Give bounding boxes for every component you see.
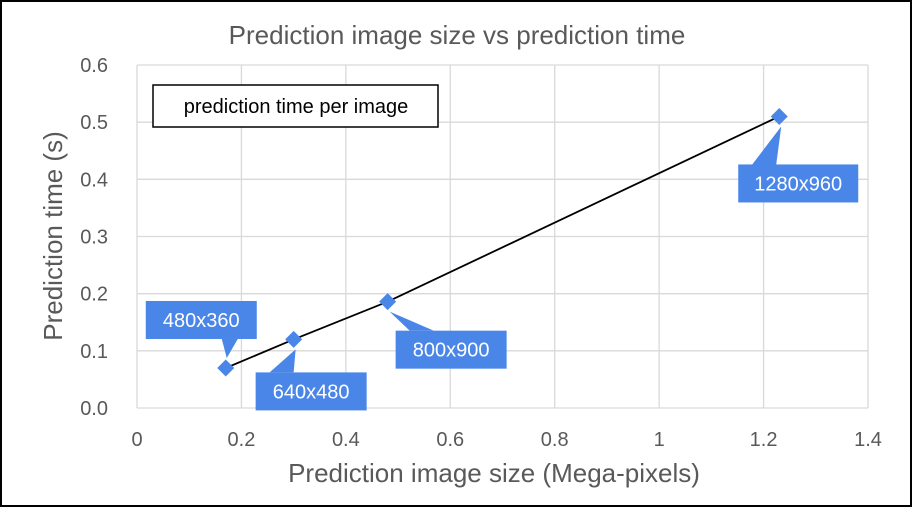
callout-pointer: [221, 338, 238, 358]
x-tick-label: 0: [131, 429, 142, 451]
callout-pointer: [269, 349, 296, 373]
callout-pointer: [389, 311, 434, 331]
data-label: 1280x960: [754, 173, 842, 195]
series-line: [225, 115, 780, 369]
data-label-callout: 800x900: [389, 311, 507, 369]
legend-box: [152, 84, 439, 128]
callout-box: [145, 300, 257, 339]
legend-entry: prediction time per image: [184, 96, 409, 118]
callout-box: [395, 330, 507, 369]
y-tick-label: 0.6: [80, 55, 108, 77]
data-label: 640x480: [273, 381, 350, 403]
x-tick-label: 1.4: [854, 429, 882, 451]
x-tick-label: 1.2: [750, 429, 778, 451]
data-point: [770, 107, 788, 125]
callout-pointer: [752, 126, 782, 165]
x-tick-label: 0.4: [332, 429, 360, 451]
data-point: [285, 330, 303, 348]
x-tick-label: 0.8: [541, 429, 569, 451]
chart-title: Prediction image size vs prediction time: [229, 20, 686, 50]
y-axis-label: Prediction time (s): [38, 131, 68, 341]
y-tick-label: 0.4: [80, 169, 108, 191]
y-tick-label: 0.0: [80, 398, 108, 420]
x-tick-label: 0.2: [228, 429, 256, 451]
x-tick-label: 0.6: [436, 429, 464, 451]
callout-box: [255, 372, 367, 411]
data-point: [379, 293, 397, 311]
y-tick-label: 0.5: [80, 112, 108, 134]
data-label-callout: 1280x960: [738, 126, 859, 203]
y-tick-label: 0.1: [80, 341, 108, 363]
data-label-callout: 640x480: [255, 349, 367, 411]
y-tick-label: 0.2: [80, 284, 108, 306]
legend: prediction time per image: [152, 84, 439, 128]
data-label-callout: 480x360: [145, 300, 257, 358]
y-tick-label: 0.3: [80, 227, 108, 249]
data-label: 480x360: [163, 310, 240, 332]
data-point: [217, 359, 235, 377]
x-axis-label: Prediction image size (Mega-pixels): [288, 458, 700, 488]
data-label: 800x900: [413, 340, 490, 362]
x-tick-label: 1: [654, 429, 665, 451]
callout-box: [738, 164, 859, 203]
